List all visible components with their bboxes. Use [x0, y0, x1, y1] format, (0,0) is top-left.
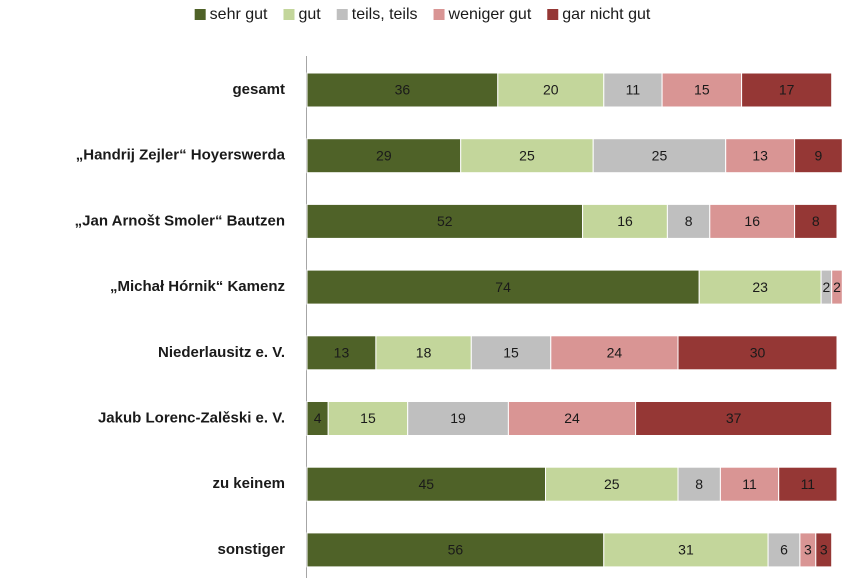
data-label: 16: [744, 213, 760, 229]
legend-swatch: [283, 9, 295, 20]
data-label: 18: [416, 345, 432, 361]
legend-label: weniger gut: [448, 6, 532, 23]
bar-segment: [545, 466, 679, 502]
data-label: 24: [607, 345, 623, 361]
bar-segment: [603, 72, 663, 108]
bar-segment: [794, 138, 843, 174]
bar-segment: [778, 466, 838, 502]
legend-label: teils, teils: [352, 6, 418, 23]
bar-segment: [741, 72, 833, 108]
data-label: 25: [652, 147, 668, 163]
data-label: 30: [750, 345, 766, 361]
legend: sehr gut gut teils, teils weniger gut gar ni…: [194, 6, 651, 23]
data-label: 8: [685, 213, 693, 229]
data-label: 15: [360, 410, 376, 426]
data-label: 74: [495, 279, 511, 295]
data-label: 16: [617, 213, 633, 229]
data-label: 20: [543, 82, 559, 98]
bar-segment: [794, 203, 838, 239]
bar-segment: [767, 532, 801, 568]
data-label: 29: [376, 147, 392, 163]
data-label: 6: [780, 542, 788, 558]
bar-segment: [507, 401, 637, 436]
data-label: 31: [678, 542, 694, 558]
data-label: 15: [503, 345, 519, 361]
data-label: 3: [820, 542, 828, 558]
data-label: 13: [752, 147, 768, 163]
category-label: „Handrij Zejler“ Hoyerswerda: [76, 147, 286, 164]
category-label: zu keinem: [212, 475, 285, 492]
data-label: 2: [833, 279, 841, 295]
data-label: 13: [334, 345, 350, 361]
data-label: 9: [815, 147, 823, 163]
bar-segment: [470, 335, 552, 371]
legend-label: gut: [298, 6, 321, 23]
category-label: gesamt: [232, 81, 285, 98]
legend-swatch: [194, 9, 206, 20]
bar-segment: [635, 401, 833, 436]
bar-segment: [719, 466, 780, 502]
bar-segment: [306, 532, 605, 568]
data-label: 8: [812, 213, 820, 229]
bar-segment: [831, 269, 843, 305]
bar-segment: [550, 335, 679, 371]
category-label: sonstiger: [217, 541, 285, 558]
data-label: 17: [779, 82, 795, 98]
bar-segment: [306, 203, 584, 239]
bar-segment: [306, 269, 700, 305]
bar-segment: [407, 401, 509, 436]
data-label: 25: [604, 476, 620, 492]
bar-segment: [709, 203, 796, 239]
bar-segment: [815, 532, 833, 568]
legend-swatch: [336, 9, 348, 20]
bar-segment: [666, 203, 711, 239]
bar-segment: [677, 466, 721, 502]
data-label: 23: [752, 279, 768, 295]
data-label: 19: [450, 410, 466, 426]
bar-segment: [698, 269, 822, 305]
data-label: 25: [519, 147, 535, 163]
bar-segment: [306, 335, 377, 371]
legend-label: sehr gut: [210, 6, 268, 23]
legend-swatch: [433, 9, 445, 20]
data-label: 36: [395, 82, 411, 98]
data-label: 4: [314, 410, 322, 426]
data-label: 2: [823, 279, 831, 295]
data-label: 11: [626, 82, 641, 98]
category-label: Niederlausitz e. V.: [158, 344, 285, 361]
data-label: 11: [801, 476, 816, 492]
data-label: 8: [695, 476, 703, 492]
bar-segment: [306, 138, 462, 174]
data-label: 56: [448, 542, 464, 558]
category-label: „Jan Arnošt Smoler“ Bautzen: [75, 212, 285, 229]
bar-segment: [725, 138, 796, 174]
data-label: 45: [418, 476, 434, 492]
data-label: 15: [694, 82, 710, 98]
category-label: Jakub Lorenc-Zalěski e. V.: [98, 409, 285, 426]
data-label: 11: [742, 476, 757, 492]
data-label: 52: [437, 213, 453, 229]
data-label: 24: [564, 410, 580, 426]
data-label: 3: [804, 542, 812, 558]
legend-label: gar nicht gut: [562, 6, 651, 23]
bar-segment: [327, 401, 409, 436]
bar-segment: [497, 72, 605, 108]
category-label: „Michał Hórnik“ Kamenz: [110, 278, 285, 295]
data-label: 37: [726, 410, 742, 426]
bar-segment: [375, 335, 472, 371]
legend-swatch: [547, 9, 559, 20]
bar-segment: [677, 335, 838, 371]
